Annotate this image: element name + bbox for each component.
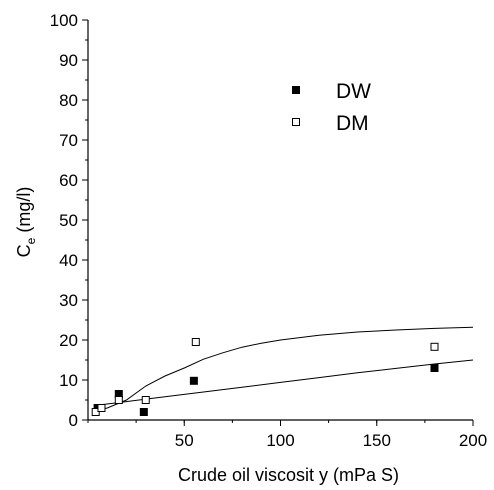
data-point-dw	[139, 408, 148, 416]
legend-marker-dw	[292, 86, 300, 94]
y-axis-title-sub: e	[24, 237, 38, 244]
axes	[87, 20, 473, 421]
fit-curves	[93, 326, 474, 412]
legend: DW DM	[292, 80, 371, 135]
y-tick-label: 30	[59, 291, 78, 310]
data-point-dm	[97, 404, 106, 412]
y-tick-label: 10	[59, 371, 78, 390]
x-tick-label: 200	[459, 431, 487, 450]
y-axis-title: Ce (mg/l)	[14, 187, 38, 258]
y-ticks: 0 10 20 30 40 50 60 70 80 90 100	[50, 11, 88, 430]
y-tick-label: 50	[59, 211, 78, 230]
y-tick-label: 70	[59, 131, 78, 150]
y-axis-title-rest: (mg/l)	[14, 187, 34, 238]
fit-curve-dw	[93, 359, 474, 407]
data-point-dm	[114, 396, 123, 404]
y-axis-title-main: C	[14, 244, 34, 257]
data-point-dw	[189, 376, 198, 385]
y-tick-label: 40	[59, 251, 78, 270]
y-tick-label: 0	[69, 411, 78, 430]
legend-marker-dm	[292, 118, 300, 126]
x-tick-label: 100	[266, 431, 294, 450]
legend-label-dm: DM	[336, 112, 369, 135]
data-point-dw	[430, 364, 439, 372]
fit-curve-dm	[93, 326, 474, 412]
x-axis-title: Crude oil viscosit y (mPa S)	[178, 465, 399, 485]
y-tick-label: 80	[59, 91, 78, 110]
x-tick-label: 150	[363, 431, 391, 450]
y-tick-label: 100	[50, 11, 78, 30]
x-ticks: 50 100 150 200	[87, 420, 487, 450]
data-point-dm	[141, 396, 150, 404]
data-point-dm	[430, 342, 439, 351]
x-tick-label: 50	[175, 431, 194, 450]
y-tick-label: 90	[59, 51, 78, 70]
y-tick-label: 20	[59, 331, 78, 350]
legend-label-dw: DW	[336, 80, 371, 103]
data-points	[91, 338, 439, 416]
y-tick-label: 60	[59, 171, 78, 190]
data-point-dm	[191, 338, 200, 346]
